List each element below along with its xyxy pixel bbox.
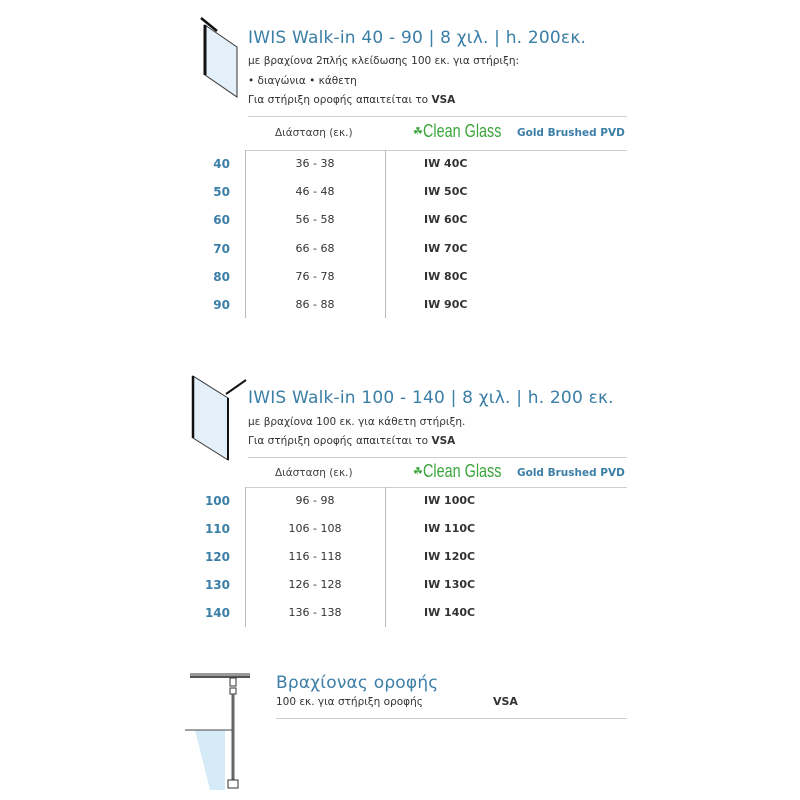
row-size: 60 [213,213,230,228]
row-code: IW 140C [424,606,476,619]
glass-panel-vertical-icon [191,375,247,461]
row-size: 100 [204,494,230,508]
section1-line3: Για στήριξη οροφής απαιτείται το VSA [248,94,455,106]
row-size: 50 [213,185,230,200]
header-dimension: Διάσταση (εκ.) [275,467,353,479]
clean-glass-label: Clean Glass [422,461,502,481]
divider [245,487,627,488]
divider [248,116,627,117]
row-size: 130 [204,578,230,592]
divider [245,150,627,151]
clean-glass-label: Clean Glass [422,121,502,141]
section3-desc: 100 εκ. για στήριξη οροφής [276,696,423,708]
row-code: IW 60C [424,213,468,227]
row-code: IW 90C [424,298,468,311]
divider [276,718,627,719]
row-code: IW 100C [424,494,476,507]
divider [245,487,246,627]
vsa-code: VSA [431,435,456,447]
row-range: 66 - 68 [295,241,335,255]
row-code: IW 50C [424,185,468,199]
row-range: 116 - 118 [288,550,342,563]
row-size: 140 [204,606,230,620]
row-code: IW 130C [424,578,476,591]
section3-title: Βραχίονας οροφής [276,673,439,693]
section3-code: VSA [493,695,518,708]
header-finish: Gold Brushed PVD [517,127,625,139]
row-size: 90 [213,298,230,312]
section2-line1: με βραχίονα 100 εκ. για κάθετη στήριξη. [248,416,466,428]
section1-line1: με βραχίονα 2πλής κλείδωσης 100 εκ. για … [248,55,520,67]
row-range: 96 - 98 [295,494,335,507]
row-size: 110 [204,522,230,536]
header-finish: Gold Brushed PVD [517,467,625,479]
vsa-code: VSA [431,94,456,106]
divider [385,487,386,627]
section2-line3: Για στήριξη οροφής απαιτείται το VSA [248,435,455,447]
section1-title: IWIS Walk-in 40 - 90 | 8 χιλ. | h. 200εκ… [248,28,587,48]
row-code: IW 110C [424,522,476,535]
row-range: 126 - 128 [288,578,342,591]
row-code: IW 70C [424,241,468,255]
row-size: 40 [213,157,230,171]
clean-glass-logo: ☘ Clean Glass [413,121,502,141]
row-size: 70 [213,241,230,256]
row-range: 106 - 108 [288,522,342,535]
clean-glass-logo: ☘ Clean Glass [413,461,502,481]
divider [245,150,246,318]
vsa-note: Για στήριξη οροφής απαιτείται το [248,435,432,447]
row-range: 46 - 48 [295,185,335,199]
row-range: 36 - 38 [295,157,335,170]
row-range: 86 - 88 [295,298,335,311]
header-dimension: Διάσταση (εκ.) [275,127,353,139]
row-code: IW 120C [424,550,476,563]
glass-panel-diagonal-icon [200,17,238,98]
divider [248,457,627,458]
row-range: 136 - 138 [288,606,342,619]
row-range: 56 - 58 [295,213,335,227]
section1-line2: • διαγώνια • κάθετη [248,75,357,87]
vsa-note: Για στήριξη οροφής απαιτείται το [248,94,432,106]
divider [385,150,386,318]
section2-title: IWIS Walk-in 100 - 140 | 8 χιλ. | h. 200… [248,388,614,408]
row-range: 76 - 78 [295,269,335,283]
row-code: IW 80C [424,269,468,283]
row-size: 80 [213,269,230,284]
row-code: IW 40C [424,157,468,170]
ceiling-arm-icon [185,673,250,790]
row-size: 120 [204,550,230,564]
